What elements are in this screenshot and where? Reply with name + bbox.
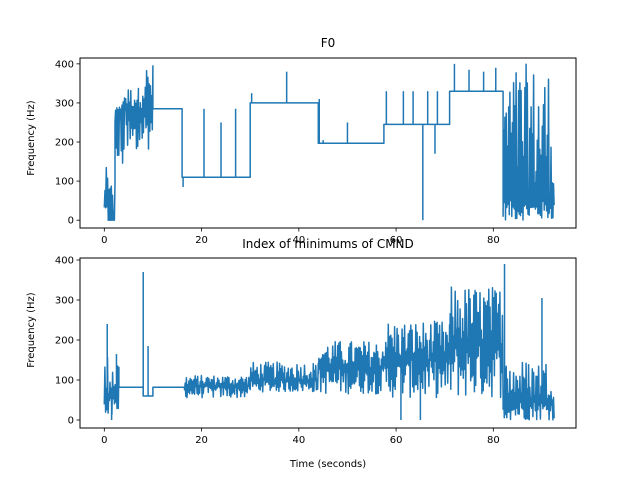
x-tick-label: 60 xyxy=(390,435,403,446)
x-tick-label: 80 xyxy=(487,435,500,446)
y-tick-label: 0 xyxy=(68,416,74,427)
y-axis-label: Frequency (Hz) xyxy=(26,100,37,176)
y-tick-label: 400 xyxy=(55,256,74,267)
y-tick-label: 200 xyxy=(55,336,74,347)
axes-frame xyxy=(79,257,577,429)
x-tick-label: 80 xyxy=(487,235,500,246)
subplot-f0: F0 Frequency (Hz) 0 20 40 60 80 0 100 200 300 40… xyxy=(26,36,577,246)
y-tick-label: 200 xyxy=(55,138,74,149)
x-tick-labels: 0 20 40 60 80 xyxy=(101,428,500,446)
y-tick-label: 300 xyxy=(55,98,74,109)
x-tick-label: 0 xyxy=(101,235,107,246)
series-line xyxy=(103,286,555,421)
x-tick-labels: 0 20 40 60 80 xyxy=(101,228,500,246)
y-tick-label: 400 xyxy=(55,59,74,70)
y-axis-label: Frequency (Hz) xyxy=(26,292,37,368)
x-tick-label: 20 xyxy=(195,235,208,246)
x-tick-label: 40 xyxy=(292,435,305,446)
chart-title: Index of minimums of CMND xyxy=(242,237,414,251)
plot-area xyxy=(103,264,555,421)
axes-frame xyxy=(79,57,577,229)
y-tick-label: 100 xyxy=(55,177,74,188)
plot-area xyxy=(103,63,555,221)
x-tick-label: 20 xyxy=(195,435,208,446)
chart-title: F0 xyxy=(321,36,336,50)
y-tick-labels: 0 100 200 300 400 xyxy=(55,59,80,227)
series-line xyxy=(103,63,555,221)
y-tick-label: 100 xyxy=(55,376,74,387)
x-tick-label: 0 xyxy=(101,435,107,446)
y-tick-labels: 0 100 200 300 400 xyxy=(55,256,80,427)
y-tick-label: 0 xyxy=(68,216,74,227)
y-tick-label: 300 xyxy=(55,296,74,307)
x-tick-label: 60 xyxy=(390,235,403,246)
x-axis-label: Time (seconds) xyxy=(289,459,366,470)
x-tick-label: 40 xyxy=(292,235,305,246)
